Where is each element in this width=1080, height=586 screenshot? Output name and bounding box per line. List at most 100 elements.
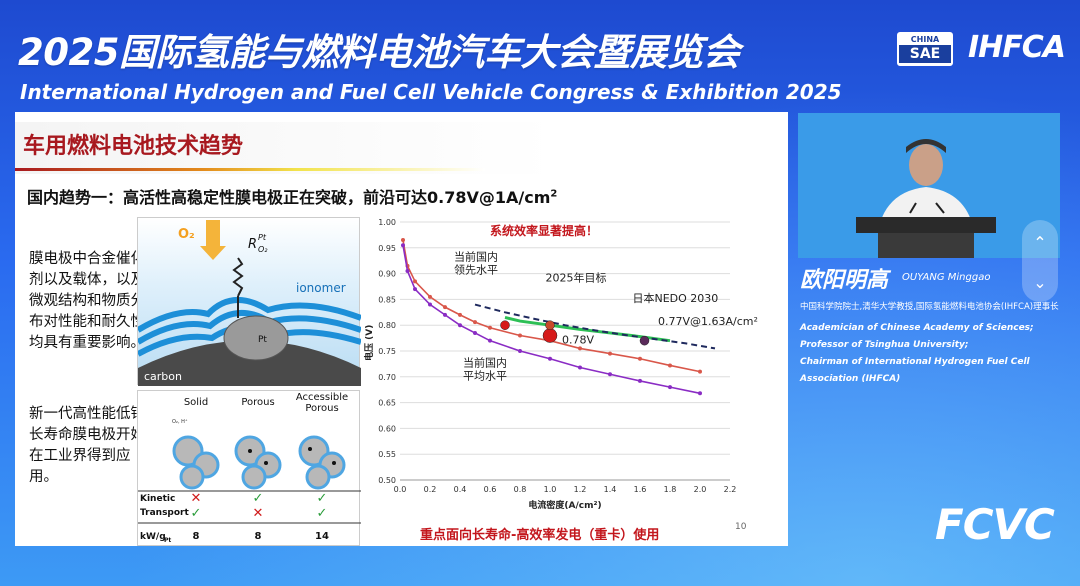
x-tick-label-2: 0.4 xyxy=(454,485,467,494)
speaker-role-en-line3: Chairman of International Hydrogen Fuel … xyxy=(800,357,1030,367)
catalyst-structure-svg: Solid Porous Accessible Porous O₂, H⁺ xyxy=(138,392,361,544)
series-0-point-4 xyxy=(443,305,447,310)
row-transport-label: Transport xyxy=(140,508,189,518)
chevron-up-icon[interactable]: ⌃ xyxy=(1033,232,1047,252)
transport-accessible-mark: ✓ xyxy=(317,506,328,521)
series-0-point-12 xyxy=(638,356,642,361)
series-0-point-13 xyxy=(668,363,672,368)
series-1-point-5 xyxy=(458,323,462,328)
ann-leading-line-1: 领先水平 xyxy=(454,264,498,277)
series-1-point-12 xyxy=(638,378,642,383)
speaker-panel-scroll-control: ⌃ ⌄ xyxy=(1022,220,1058,302)
speaker-role-en: Academician of Chinese Academy of Scienc… xyxy=(800,320,1060,388)
resistance-label: R xyxy=(248,237,257,252)
resistance-sub: O₂ xyxy=(258,245,268,254)
slide-subtitle: 国内趋势一：高活性高稳定性膜电极正在突破，前沿可达0.78V@1A/cm2 xyxy=(27,184,557,208)
speaker-name-en: OUYANG Minggao xyxy=(902,272,991,283)
kinetic-solid-mark: ✕ xyxy=(191,491,202,506)
series-0-point-14 xyxy=(698,369,702,374)
speaker-name-cn: 欧阳明高 xyxy=(800,268,889,293)
ionomer-layer-mid xyxy=(136,309,362,345)
x-tick-label-8: 1.6 xyxy=(634,485,647,494)
y-tick-label-8: 0.90 xyxy=(378,270,396,279)
o2-label: O₂ xyxy=(178,227,195,242)
series-0-point-3 xyxy=(428,294,432,299)
slide-subtitle-sup: 2 xyxy=(550,188,558,200)
series-1-point-4 xyxy=(443,312,447,317)
x-tick-label-9: 1.8 xyxy=(664,485,677,494)
highlight-marker-2 xyxy=(545,320,555,330)
slide-header-band xyxy=(15,122,788,174)
y-tick-label-5: 0.75 xyxy=(378,347,396,356)
chart-annotation-nedo: 日本NEDO 2030 xyxy=(633,291,719,305)
pt-particle xyxy=(223,315,289,361)
microphone-left xyxy=(909,202,917,214)
x-tick-label-6: 1.2 xyxy=(574,485,587,494)
highlight-marker-1 xyxy=(542,328,558,343)
series-0-point-5 xyxy=(458,312,462,317)
y-tick-label-7: 0.85 xyxy=(378,295,396,304)
speaker-video-svg xyxy=(798,113,1060,258)
chart-annotation-headline: 系统效率显著提高！ xyxy=(490,223,598,238)
slide-bottom-note: 重点面向长寿命-高效率发电（重卡）使用 xyxy=(420,528,660,543)
chart-grid xyxy=(400,221,730,481)
porous-particles xyxy=(234,435,282,490)
presentation-slide: 车用燃料电池技术趋势 国内趋势一：高活性高稳定性膜电极正在突破，前沿可达0.78… xyxy=(15,112,788,546)
series-0-point-7 xyxy=(488,325,492,330)
speaker-video-feed xyxy=(798,113,1060,258)
kw-porous-value: 8 xyxy=(255,531,262,542)
transport-solid-mark: ✓ xyxy=(191,506,202,521)
chevron-down-icon[interactable]: ⌄ xyxy=(1033,272,1047,292)
x-tick-label-1: 0.2 xyxy=(424,485,437,494)
catalyst-ionomer-diagram: O₂ R Pt O₂ ionomer Pt carbon xyxy=(136,217,363,386)
paragraph-new-generation: 新一代高性能低铂长寿命膜电极开始在工业界得到应用。 xyxy=(29,406,145,485)
series-1-point-8 xyxy=(518,349,522,353)
slide-subtitle-text: 国内趋势一：高活性高稳定性膜电极正在突破，前沿可达0.78V@1A/cm xyxy=(27,188,551,207)
y-tick-label-6: 0.80 xyxy=(378,321,396,330)
series-0-point-6 xyxy=(473,320,477,325)
podium-body xyxy=(878,233,974,258)
series-1-point-10 xyxy=(578,365,582,370)
chart-y-ticks: 0.50 0.55 0.60 0.65 0.70 0.75 0.80 0.85 0.90 0.95… xyxy=(378,218,396,485)
row-kinetic-label: Kinetic xyxy=(140,494,175,504)
ann-average-line-0: 当前国内 xyxy=(463,355,507,369)
chart-annotation-nedo-value: 0.77V@1.63A/cm² xyxy=(658,315,758,328)
series-1-point-1 xyxy=(405,269,410,274)
series-line-3 xyxy=(474,303,716,350)
chart-series xyxy=(401,238,716,396)
series-line-2 xyxy=(504,316,671,343)
row-kw-label: kW/g xyxy=(140,532,166,542)
series-0-point-2 xyxy=(413,279,417,284)
carbon-support-shape xyxy=(138,340,361,386)
y-tick-label-2: 0.60 xyxy=(378,424,396,433)
speaker-hair xyxy=(906,139,946,153)
speaker-role-cn: 中国科学院院士,清华大学教授,国际氢能燃料电池协会(IHFCA)理事长 xyxy=(800,302,1059,312)
y-tick-label-3: 0.65 xyxy=(378,399,396,408)
series-1-point-13 xyxy=(668,385,672,390)
ihfca-logo: IHFCA xyxy=(968,30,1066,65)
col-solid-label: Solid xyxy=(184,397,208,408)
highlight-marker-3 xyxy=(639,335,650,346)
y-tick-label-4: 0.70 xyxy=(378,373,396,382)
paragraph-mea-importance: 膜电极中合金催化剂以及载体，以及微观结构和物质分布对性能和耐久性均具有重要影响。 xyxy=(29,251,145,351)
chart-markers xyxy=(500,320,650,346)
speaker-role-en-line1: Academician of Chinese Academy of Scienc… xyxy=(800,323,1034,333)
series-1-point-7 xyxy=(488,338,492,343)
event-title-en: International Hydrogen and Fuel Cell Veh… xyxy=(20,80,842,104)
china-sae-logo-top: CHINA xyxy=(910,35,940,44)
o2-arrow-shaft xyxy=(206,220,220,246)
podium-top xyxy=(856,217,996,233)
series-1-point-6 xyxy=(473,330,477,335)
speaker-head xyxy=(909,144,943,186)
gas-label: O₂, H⁺ xyxy=(172,419,188,425)
series-1-point-2 xyxy=(413,287,417,292)
chart-annotation-average: 当前国内平均水平 xyxy=(463,355,507,382)
col-accessible-label-2: Porous xyxy=(305,403,338,414)
series-line-1 xyxy=(402,245,701,395)
chart-annotation-leading: 当前国内领先水平 xyxy=(454,250,498,277)
series-1-point-11 xyxy=(608,372,612,377)
polarization-chart: 0.50 0.55 0.60 0.65 0.70 0.75 0.80 0.85 0.90 0.95… xyxy=(360,212,780,542)
series-0-point-10 xyxy=(578,346,582,351)
china-sae-logo: CHINA SAE xyxy=(897,32,953,66)
ann-leading-line-0: 当前国内 xyxy=(454,250,498,264)
